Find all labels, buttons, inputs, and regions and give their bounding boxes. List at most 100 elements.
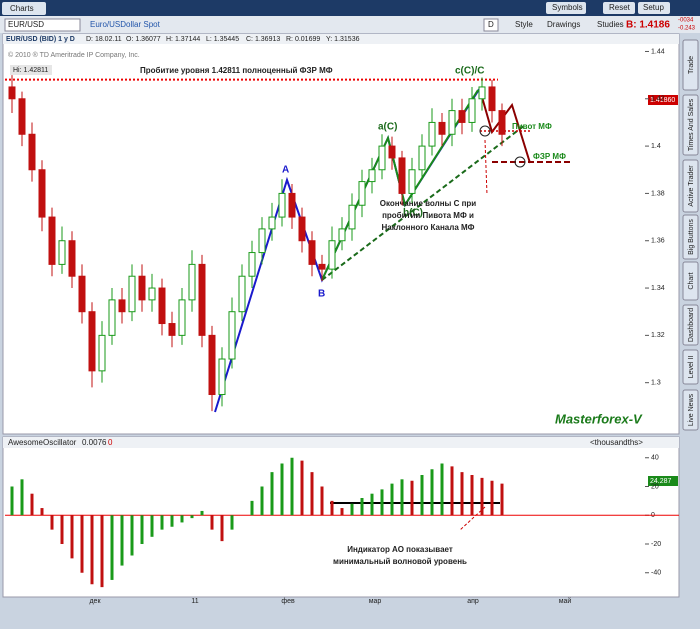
charts-tab[interactable] [2,2,46,15]
info-field: R: 0.01699 [286,36,320,43]
side-tab[interactable] [682,214,699,260]
candle-body [228,311,236,360]
candle-body [438,121,446,135]
ao-bar [340,508,344,516]
info-field: L: 1.35445 [206,36,239,43]
candle-body [128,275,136,313]
candle-body [338,228,346,242]
ao-bar [290,457,294,516]
ao-bar [470,475,474,516]
annotation: минимальный волновой уровень [333,557,467,566]
button: Reset [609,3,631,12]
side-tab[interactable] [682,159,699,213]
ao-bar [370,493,374,516]
candle-body [288,192,296,218]
ao-bar [100,515,104,588]
side-tab-label: Trade [688,56,695,74]
annotation: Индикатор АО показывает [347,545,453,554]
ao-bar [30,493,34,516]
reset-btn[interactable] [603,2,635,14]
ao-bar [70,515,74,559]
candle-body [38,169,46,218]
y-tick-label: 1.42 [651,96,665,103]
ao-bar [20,479,24,516]
period: D [488,20,494,29]
ao-bar [150,515,154,537]
candle-body [488,86,496,112]
description: Euro/USDollar Spot [90,20,161,29]
info-field: C: 1.36913 [246,36,280,43]
button: Symbols [552,3,583,12]
side-tab-label: Big Buttons [688,219,695,255]
y-tick-label: 20 [651,483,659,490]
ao-bar [40,508,44,516]
wave-label: b(C) [403,208,423,219]
candle-body [458,110,466,123]
annotation: Наклонного Канала МФ [381,223,474,232]
ao-bar [230,515,234,530]
ao-bar [280,463,284,516]
channel-line [321,124,526,281]
ao-bar [350,503,354,516]
candle-body [28,133,36,171]
period-box[interactable] [483,18,499,32]
side-tab[interactable] [682,261,699,301]
bottom-bar [0,607,700,629]
month-label: фев [281,598,295,605]
candle-body [328,240,336,270]
circle [514,156,526,168]
month-label: май [559,597,572,605]
button[interactable]: Style [515,20,533,29]
candle-body [58,240,66,265]
y-tick-label: 40 [651,455,659,462]
candle-body [68,240,76,277]
ao-bar [10,486,14,516]
annotation: Пивот МФ [512,122,552,131]
ao-bar [220,515,224,542]
candle-body [428,121,436,147]
side-tab[interactable] [682,94,699,156]
button[interactable]: Studies [597,20,624,29]
month-label: 11 [191,598,198,605]
y-tick-label: -40 [651,570,661,577]
candle-body [378,145,386,171]
candle-body [158,287,166,325]
ao-bar [410,480,414,516]
setup-btn[interactable] [638,2,670,14]
candle-body [278,192,286,218]
candle-body [198,263,206,336]
y-tick-label: 1.44 [651,48,665,55]
side-tab[interactable] [682,304,699,346]
symbol-box[interactable] [4,18,81,32]
candle-body [298,216,306,242]
symbol: EUR/USD [8,20,44,29]
symbols-btn[interactable] [546,2,586,14]
candle-body [98,334,106,372]
candle-body [18,98,26,135]
side-tab[interactable] [682,39,699,91]
ao-bar [90,515,94,585]
candle-body [248,252,256,277]
month-label: апр [467,598,479,605]
ao-bar [320,486,324,516]
candle-body [368,169,376,183]
side-tab[interactable] [682,389,699,431]
side-tab-label: Live News [688,393,695,426]
ao-bar [180,515,184,523]
candle-body [118,299,126,313]
candle-body [148,287,156,301]
candle-body [8,86,16,100]
button[interactable]: Drawings [547,20,580,29]
price-box-label: 1.41860 [650,97,675,104]
candle-body [418,145,426,171]
info-field: H: 1.37144 [166,36,200,43]
candle-body [308,240,316,265]
ao-bar [360,498,364,516]
side-tab[interactable] [682,349,699,385]
candle-body [478,86,486,100]
circle [479,125,491,137]
copyright: © 2010 ® TD Ameritrade IP Company, Inc. [8,51,140,59]
candle-body [468,98,476,123]
info-field: Y: 1.31536 [326,36,360,43]
